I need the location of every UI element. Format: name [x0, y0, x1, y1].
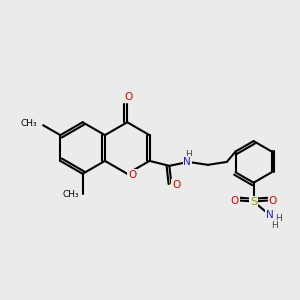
Text: H: H [185, 151, 192, 160]
Text: CH₃: CH₃ [21, 119, 37, 128]
Text: N: N [183, 157, 191, 167]
Text: O: O [268, 196, 277, 206]
Text: S: S [250, 196, 257, 206]
Text: O: O [231, 196, 239, 206]
Text: H: H [275, 214, 282, 223]
Text: O: O [124, 92, 132, 103]
Text: H: H [271, 221, 278, 230]
Text: N: N [266, 210, 273, 220]
Text: O: O [128, 170, 136, 180]
Text: CH₃: CH₃ [62, 190, 79, 199]
Text: O: O [172, 180, 180, 190]
